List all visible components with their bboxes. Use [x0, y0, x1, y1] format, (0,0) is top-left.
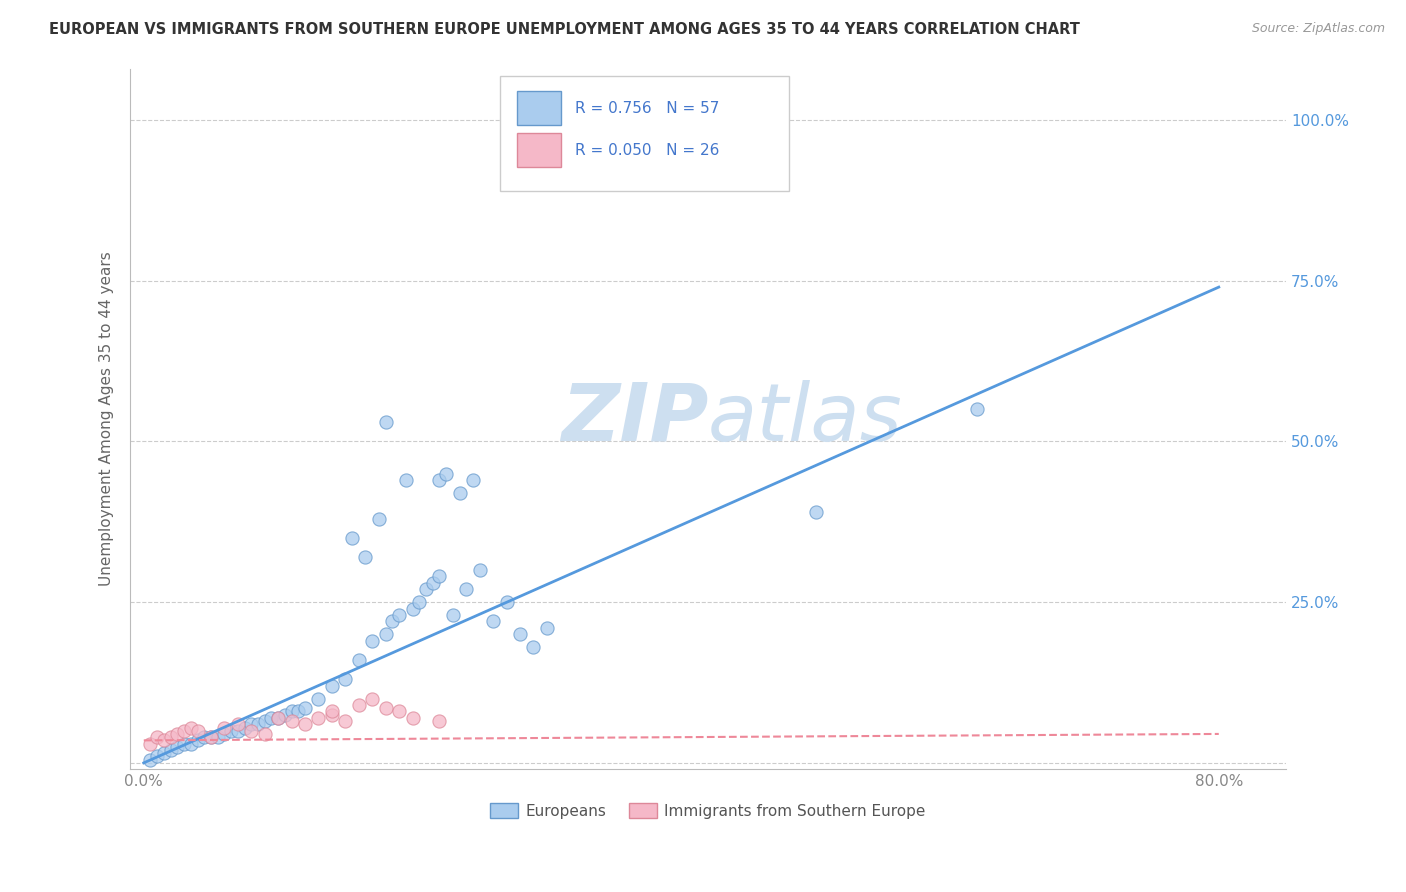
Point: [368, 511, 391, 525]
Point: [233, 721, 256, 735]
Point: [166, 739, 188, 754]
Point: [274, 707, 297, 722]
Point: [321, 705, 343, 719]
Point: [186, 733, 208, 747]
Point: [166, 727, 188, 741]
Point: [200, 730, 222, 744]
Point: [461, 473, 484, 487]
Point: [260, 711, 283, 725]
Point: [321, 679, 343, 693]
Point: [468, 563, 491, 577]
Point: [267, 711, 290, 725]
Point: [354, 550, 377, 565]
Point: [374, 415, 396, 429]
Point: [307, 711, 329, 725]
Point: [180, 721, 202, 735]
Point: [374, 627, 396, 641]
Point: [335, 673, 357, 687]
Legend: Europeans, Immigrants from Southern Europe: Europeans, Immigrants from Southern Euro…: [484, 797, 932, 825]
Text: EUROPEAN VS IMMIGRANTS FROM SOUTHERN EUROPE UNEMPLOYMENT AMONG AGES 35 TO 44 YEA: EUROPEAN VS IMMIGRANTS FROM SOUTHERN EUR…: [49, 22, 1080, 37]
Text: ZIP: ZIP: [561, 380, 709, 458]
Point: [381, 615, 404, 629]
Point: [388, 705, 411, 719]
Point: [146, 730, 169, 744]
Point: [139, 753, 162, 767]
Text: R = 0.756   N = 57: R = 0.756 N = 57: [575, 101, 720, 116]
FancyBboxPatch shape: [517, 133, 561, 167]
Point: [536, 621, 558, 635]
Point: [408, 595, 430, 609]
Y-axis label: Unemployment Among Ages 35 to 44 years: Unemployment Among Ages 35 to 44 years: [100, 252, 114, 586]
Point: [429, 473, 451, 487]
Point: [321, 707, 343, 722]
Point: [456, 582, 478, 597]
Text: Source: ZipAtlas.com: Source: ZipAtlas.com: [1251, 22, 1385, 36]
Point: [153, 733, 176, 747]
Point: [267, 711, 290, 725]
Point: [186, 723, 208, 738]
Point: [253, 727, 276, 741]
Point: [214, 721, 236, 735]
Point: [441, 607, 464, 622]
Point: [401, 711, 423, 725]
Point: [207, 730, 229, 744]
Point: [180, 737, 202, 751]
Point: [214, 727, 236, 741]
Point: [335, 714, 357, 728]
Point: [966, 402, 988, 417]
Point: [415, 582, 437, 597]
Point: [193, 730, 215, 744]
Point: [422, 575, 444, 590]
Point: [804, 505, 827, 519]
Point: [388, 607, 411, 622]
Point: [294, 717, 316, 731]
Point: [139, 737, 162, 751]
Point: [509, 627, 531, 641]
Point: [280, 705, 302, 719]
Point: [226, 723, 249, 738]
Point: [374, 701, 396, 715]
Point: [361, 633, 384, 648]
Point: [347, 653, 370, 667]
Point: [434, 467, 457, 481]
Point: [200, 730, 222, 744]
Point: [153, 746, 176, 760]
Point: [429, 714, 451, 728]
Point: [429, 569, 451, 583]
Text: R = 0.050   N = 26: R = 0.050 N = 26: [575, 143, 720, 158]
Point: [219, 723, 242, 738]
Point: [173, 723, 195, 738]
Point: [522, 640, 544, 655]
Point: [159, 730, 181, 744]
Point: [226, 717, 249, 731]
Point: [395, 473, 418, 487]
Point: [159, 743, 181, 757]
Point: [294, 701, 316, 715]
Point: [173, 737, 195, 751]
Point: [449, 486, 471, 500]
Point: [253, 714, 276, 728]
Text: atlas: atlas: [709, 380, 903, 458]
Point: [347, 698, 370, 712]
Point: [280, 714, 302, 728]
Point: [240, 717, 263, 731]
Point: [246, 717, 269, 731]
Point: [340, 531, 363, 545]
FancyBboxPatch shape: [517, 91, 561, 125]
FancyBboxPatch shape: [501, 76, 789, 191]
Point: [240, 723, 263, 738]
Point: [401, 601, 423, 615]
Point: [146, 749, 169, 764]
Point: [287, 705, 309, 719]
Point: [482, 615, 505, 629]
Point: [307, 691, 329, 706]
Point: [361, 691, 384, 706]
Point: [495, 595, 517, 609]
